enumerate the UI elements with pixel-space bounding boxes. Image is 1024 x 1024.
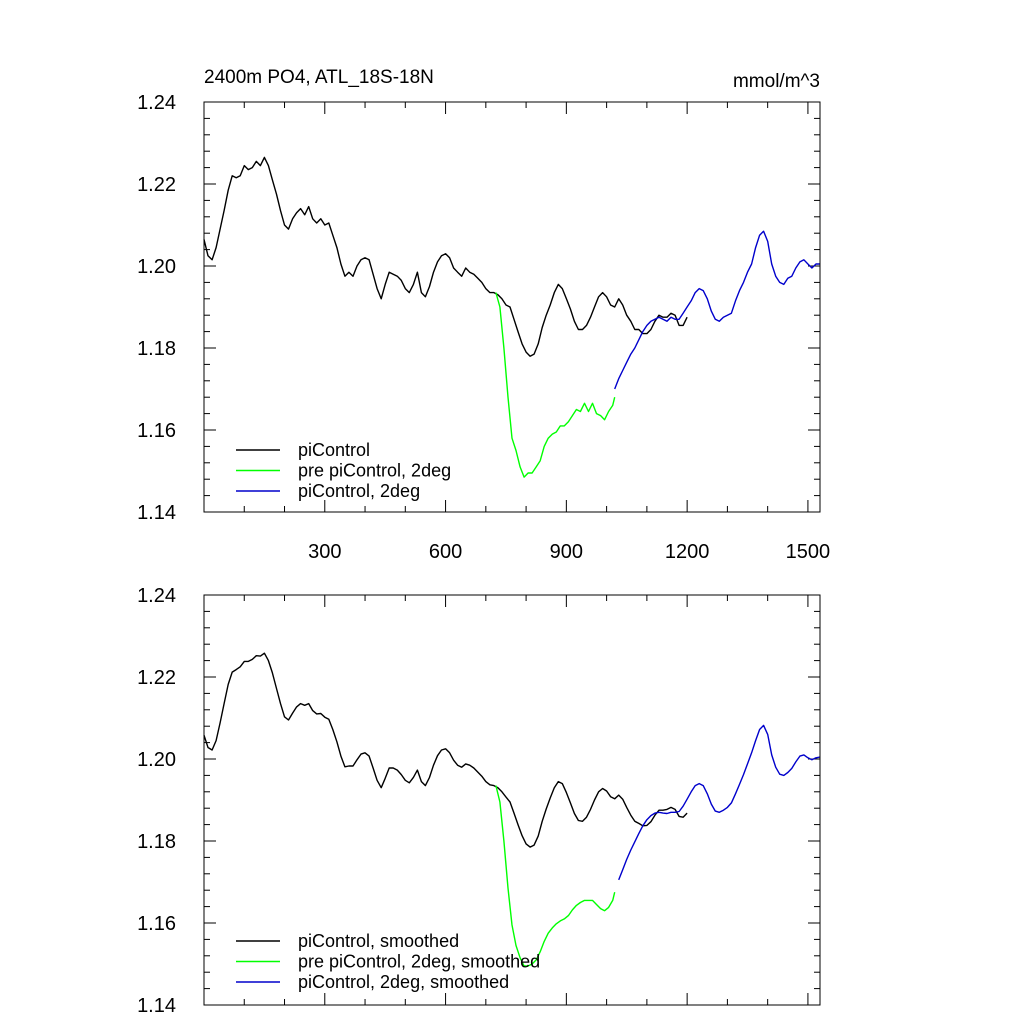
legend-label: piControl, 2deg [298, 481, 420, 501]
y-tick-label: 1.20 [137, 256, 176, 278]
top-chart-units: mmol/m^3 [733, 71, 820, 92]
series-line-picontrol-2deg-smoothed [618, 724, 821, 881]
series-line-pre-picontrol-2deg-smoothed [495, 785, 616, 967]
series-line-picontrol-smoothed [203, 652, 688, 848]
y-tick-label: 1.22 [137, 667, 176, 689]
top-plot-frame [203, 101, 821, 513]
series-line-picontrol [203, 156, 688, 357]
top-panel: 2400m PO4, ATL_18S-18N mmol/m^3 300 600 90… [137, 67, 830, 563]
y-tick-label: 1.24 [137, 585, 176, 607]
x-tick-label: 900 [550, 541, 583, 563]
bottom-plot-frame [203, 594, 821, 1006]
y-tick-label: 1.16 [137, 913, 176, 935]
legend-label: pre piControl, 2deg [298, 461, 451, 481]
y-tick-label: 1.14 [137, 995, 176, 1017]
legend-label: piControl [298, 440, 370, 460]
y-tick-label: 1.20 [137, 749, 176, 771]
top-chart-title: 2400m PO4, ATL_18S-18N [204, 67, 434, 88]
x-tick-label: 1200 [665, 541, 710, 563]
legend-label: piControl, smoothed [298, 931, 459, 951]
bottom-plot-content: 1.14 1.16 1.18 1.20 1.22 1.24 piControl, smoot… [137, 585, 821, 1017]
y-tick-label: 1.24 [137, 92, 176, 114]
x-tick-label: 1500 [786, 541, 831, 563]
y-tick-label: 1.14 [137, 502, 176, 524]
bottom-panel: 1.14 1.16 1.18 1.20 1.22 1.24 piControl, smoot… [137, 585, 821, 1017]
legend-label: piControl, 2deg, smoothed [298, 972, 509, 992]
y-tick-label: 1.16 [137, 420, 176, 442]
x-tick-label: 600 [429, 541, 462, 563]
series-line-pre-picontrol-2deg [495, 292, 616, 478]
top-plot-content: 300 600 900 1200 1500 1.14 1.16 1.18 1.20 1.22 1.2… [137, 92, 830, 563]
y-tick-label: 1.22 [137, 174, 176, 196]
series-line-picontrol-2deg [614, 230, 820, 390]
legend-label: pre piControl, 2deg, smoothed [298, 952, 540, 972]
y-tick-label: 1.18 [137, 831, 176, 853]
y-tick-label: 1.18 [137, 338, 176, 360]
x-tick-label: 300 [308, 541, 341, 563]
